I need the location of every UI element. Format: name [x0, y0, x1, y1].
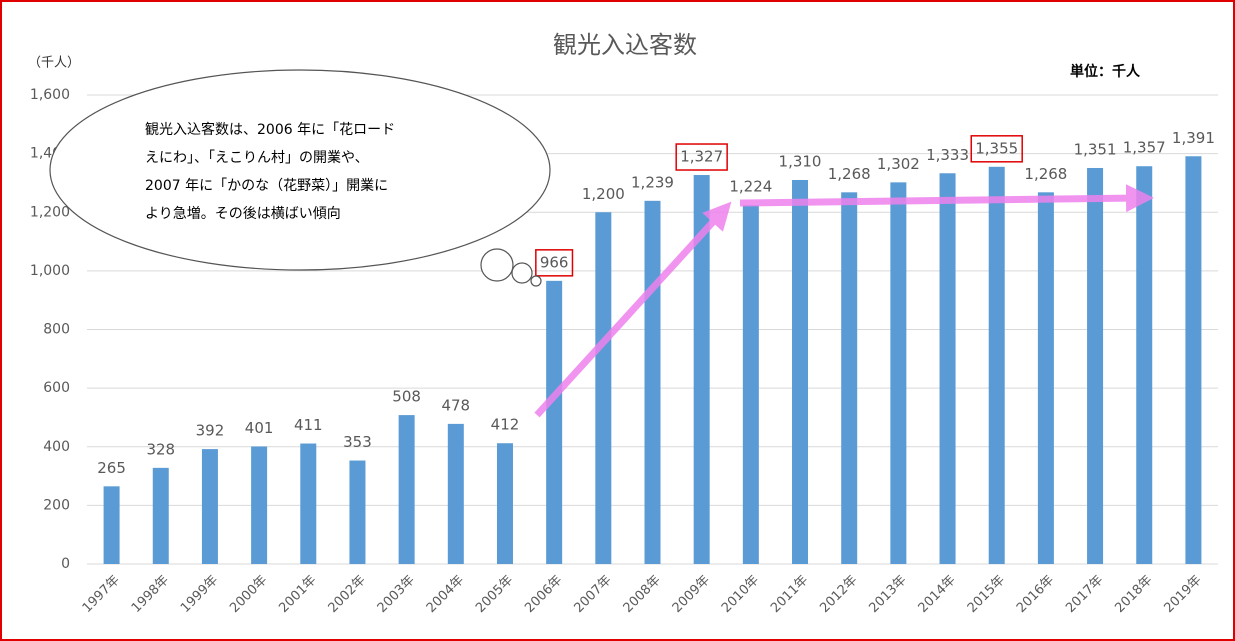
bar [349, 460, 366, 564]
bar [496, 443, 513, 564]
bar [251, 446, 268, 564]
value-label: 353 [343, 433, 372, 451]
annotation-line: より急増。その後は横ばい傾向 [145, 206, 341, 222]
value-label: 265 [97, 459, 126, 477]
value-label: 1,239 [631, 173, 674, 191]
bar [890, 182, 907, 564]
value-label: 1,355 [975, 139, 1018, 157]
value-label: 412 [491, 416, 520, 434]
arrow [534, 201, 732, 418]
value-label: 966 [540, 253, 569, 271]
bar [152, 467, 169, 564]
value-label: 508 [392, 388, 421, 406]
value-label: 1,351 [1074, 140, 1117, 158]
value-label: 1,327 [680, 148, 723, 166]
callout-cloud [49, 69, 551, 287]
value-label: 1,200 [582, 185, 625, 203]
bar [595, 212, 612, 564]
annotation-line: 観光入込客数は、2006 年に「花ロード [145, 121, 395, 138]
value-label: 478 [441, 396, 470, 414]
value-label: 392 [196, 422, 225, 440]
value-label: 1,268 [828, 165, 871, 183]
y-tick-label: 1,000 [30, 263, 70, 279]
bar [792, 180, 809, 564]
arrows [534, 184, 1154, 418]
y-tick-label: 1,200 [30, 204, 70, 220]
y-axis-label: （千人） [28, 56, 80, 71]
bar [1087, 167, 1104, 564]
value-label: 411 [294, 416, 323, 434]
bar [693, 175, 710, 564]
highlight-box [970, 135, 1023, 163]
bar [1037, 192, 1054, 564]
value-label: 1,302 [877, 155, 920, 173]
bar [398, 415, 415, 564]
bar [1185, 156, 1202, 564]
bar [988, 166, 1005, 565]
annotation-line: えにわ」、「えこりん村」の開業や、 [145, 150, 369, 166]
value-label: 401 [245, 419, 274, 437]
bar [939, 173, 956, 564]
value-label: 328 [146, 440, 175, 458]
bar [644, 200, 661, 565]
bar [1136, 166, 1153, 564]
bar [546, 280, 563, 564]
bar [201, 449, 218, 564]
bar [447, 423, 464, 564]
highlight-box [535, 249, 574, 277]
y-tick-label: 400 [43, 439, 70, 455]
y-tick-label: 200 [43, 497, 70, 513]
value-label: 1,310 [779, 153, 822, 171]
bar [841, 192, 858, 564]
y-tick-label: 0 [61, 556, 70, 572]
chart-title: 観光入込客数 [553, 31, 697, 59]
bar [742, 205, 759, 564]
value-label: 1,268 [1024, 165, 1067, 183]
y-tick-label: 600 [43, 380, 70, 396]
unit-note: 単位：千人 [1070, 63, 1141, 80]
annotation-line: 2007 年に「かのな（花野菜）」開業に [145, 178, 388, 194]
bar [300, 443, 317, 564]
value-label: 1,224 [729, 178, 772, 196]
y-tick-label: 1,600 [30, 87, 70, 103]
value-label: 1,357 [1123, 139, 1166, 157]
bar [103, 486, 120, 564]
value-label: 1,333 [926, 146, 969, 164]
value-label: 1,391 [1172, 129, 1215, 147]
arrow [739, 184, 1154, 213]
y-tick-label: 800 [43, 322, 70, 338]
highlight-box [675, 143, 728, 171]
